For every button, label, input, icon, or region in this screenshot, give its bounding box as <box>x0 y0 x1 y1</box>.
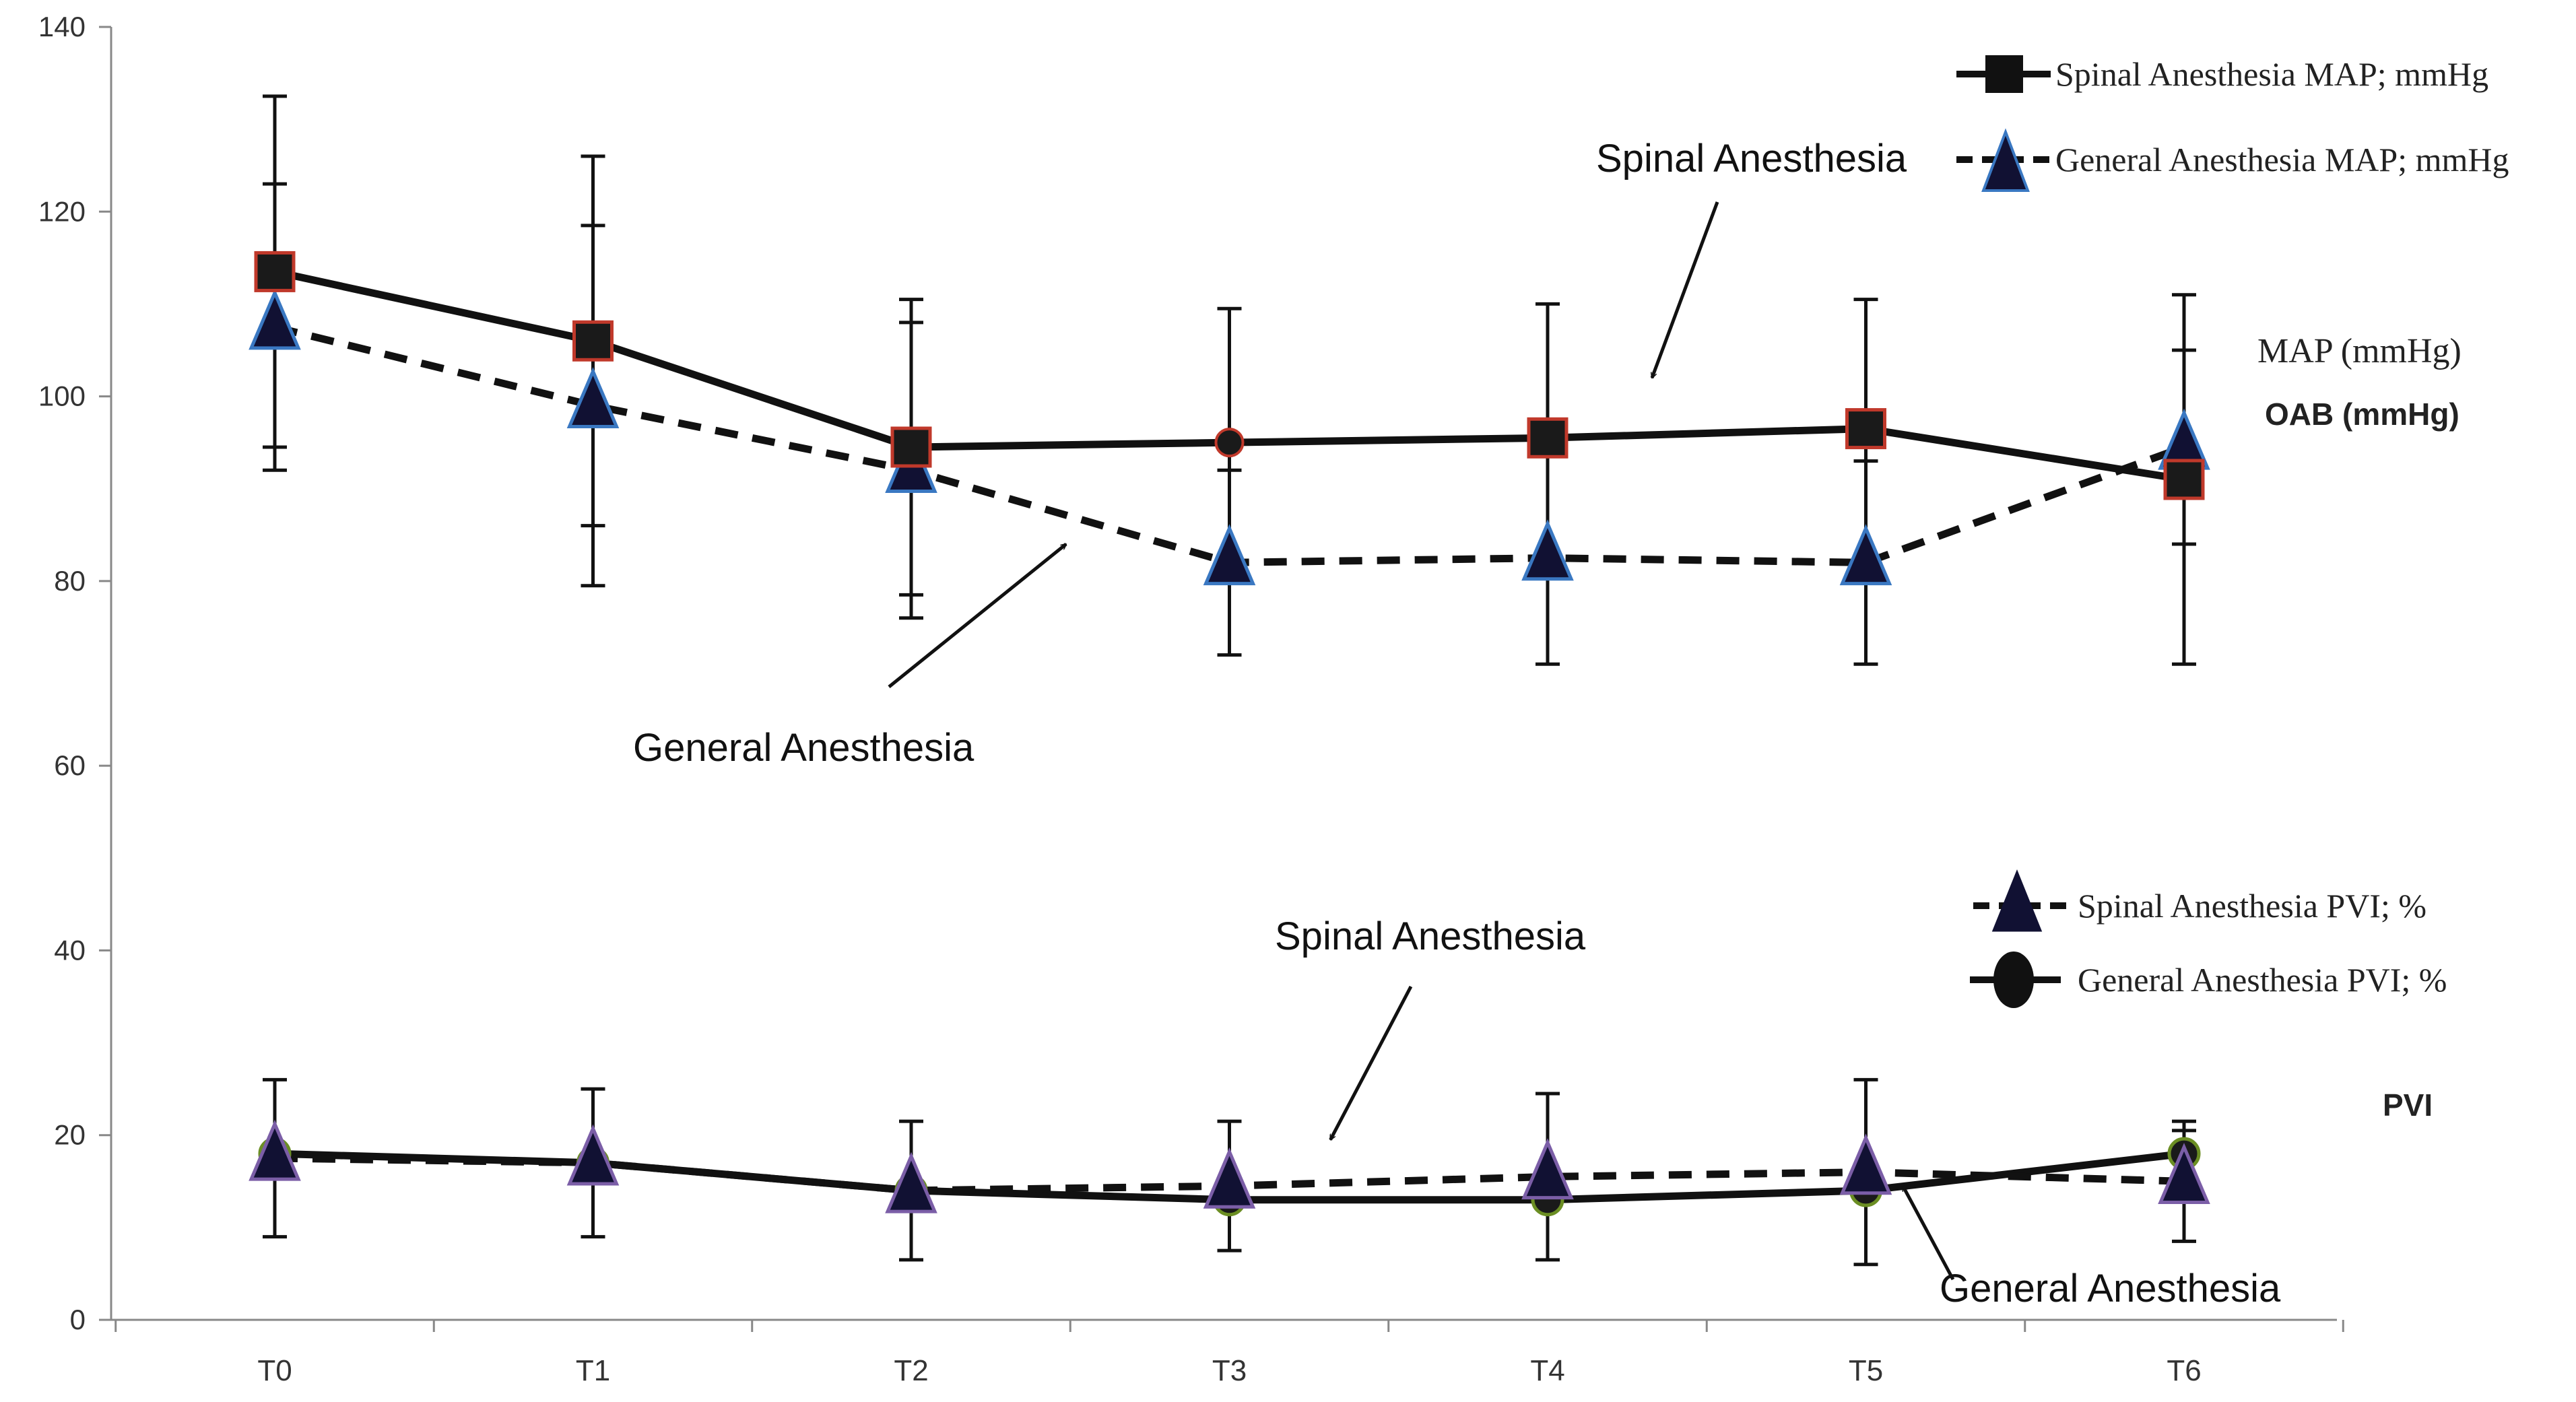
data-point <box>1214 428 1245 458</box>
annotation-spinal-map-arrow <box>1650 201 1719 378</box>
x-axis: T0 T1 T2 T3 T4 T5 T6 <box>111 1318 2344 1387</box>
legend-spinal-map-marker <box>1985 55 2023 93</box>
series-markers-2 <box>249 1119 2210 1213</box>
x-tick-label: T6 <box>2167 1354 2201 1387</box>
data-point <box>1521 1138 1574 1200</box>
y-tick-label: 120 <box>38 195 86 227</box>
x-tick-label: T4 <box>1530 1354 1564 1387</box>
annotation-spinal-pvi-arrow <box>1329 985 1413 1140</box>
x-tick-label: T0 <box>257 1354 292 1387</box>
data-point <box>1527 417 1568 459</box>
data-point <box>2158 1143 2210 1204</box>
annotation-spinal-pvi: Spinal Anesthesia <box>1275 914 1586 958</box>
legend-general-pvi-label: General Anesthesia PVI; % <box>2078 961 2447 999</box>
x-tick-label: T5 <box>1849 1354 1883 1387</box>
data-point <box>566 367 620 428</box>
data-point <box>1521 519 1574 581</box>
series-markers-1 <box>249 288 2210 586</box>
data-point <box>885 1151 937 1213</box>
annotation-general-pvi-arrow <box>1901 1186 1955 1281</box>
data-point <box>1839 1133 1892 1195</box>
series-markers-0 <box>254 251 2205 500</box>
side-labels: MAP (mmHg) OAB (mmHg) PVI <box>2257 332 2462 1123</box>
side-label-pvi: PVI <box>2383 1088 2433 1123</box>
x-ticks: T0 T1 T2 T3 T4 T5 T6 <box>114 1320 2344 1387</box>
data-point <box>890 426 932 468</box>
y-ticks: 0 20 40 60 80 100 120 140 <box>38 11 111 1335</box>
side-label-map: MAP (mmHg) <box>2257 332 2462 370</box>
y-tick-label: 60 <box>54 749 86 781</box>
data-point <box>249 288 301 350</box>
side-label-oab: OAB (mmHg) <box>2265 397 2459 432</box>
data-point <box>254 251 296 292</box>
y-tick-label: 40 <box>54 934 86 966</box>
data-point <box>1203 1147 1256 1209</box>
plot-area <box>249 94 2210 1267</box>
data-point <box>572 320 614 362</box>
y-tick-label: 80 <box>54 565 86 597</box>
y-tick-label: 20 <box>54 1119 86 1151</box>
data-point <box>1839 524 1892 586</box>
data-point <box>1203 524 1256 586</box>
legend-general-map-marker <box>1981 128 2030 192</box>
legend-spinal-pvi-marker <box>1991 869 2043 932</box>
y-tick-label: 140 <box>38 11 86 42</box>
legend-spinal-pvi-label: Spinal Anesthesia PVI; % <box>2078 887 2426 925</box>
y-tick-label: 0 <box>70 1304 86 1335</box>
legend-top: Spinal Anesthesia MAP; mmHg General Anes… <box>1956 55 2509 192</box>
x-tick-label: T1 <box>576 1354 610 1387</box>
legend-general-map-label: General Anesthesia MAP; mmHg <box>2055 141 2509 178</box>
y-axis: 0 20 40 60 80 100 120 140 <box>38 11 112 1335</box>
x-tick-label: T2 <box>894 1354 928 1387</box>
data-point <box>1845 408 1886 450</box>
annotation-spinal-map: Spinal Anesthesia <box>1596 137 1907 180</box>
x-tick-label: T3 <box>1212 1354 1247 1387</box>
data-point <box>566 1124 620 1186</box>
legend-general-pvi-marker <box>1993 952 2034 1008</box>
legend-bottom: Spinal Anesthesia PVI; % General Anesthe… <box>1970 869 2447 1008</box>
annotation-general-map: General Anesthesia <box>633 726 975 770</box>
annotation-general-pvi: General Anesthesia <box>1940 1267 2281 1310</box>
annotation-general-map-arrow <box>888 543 1066 688</box>
data-point <box>2163 459 2205 500</box>
legend-spinal-map-label: Spinal Anesthesia MAP; mmHg <box>2055 55 2488 93</box>
annotations: Spinal Anesthesia General Anesthesia Spi… <box>633 137 2281 1310</box>
data-point <box>249 1119 301 1181</box>
y-tick-label: 100 <box>38 380 86 412</box>
